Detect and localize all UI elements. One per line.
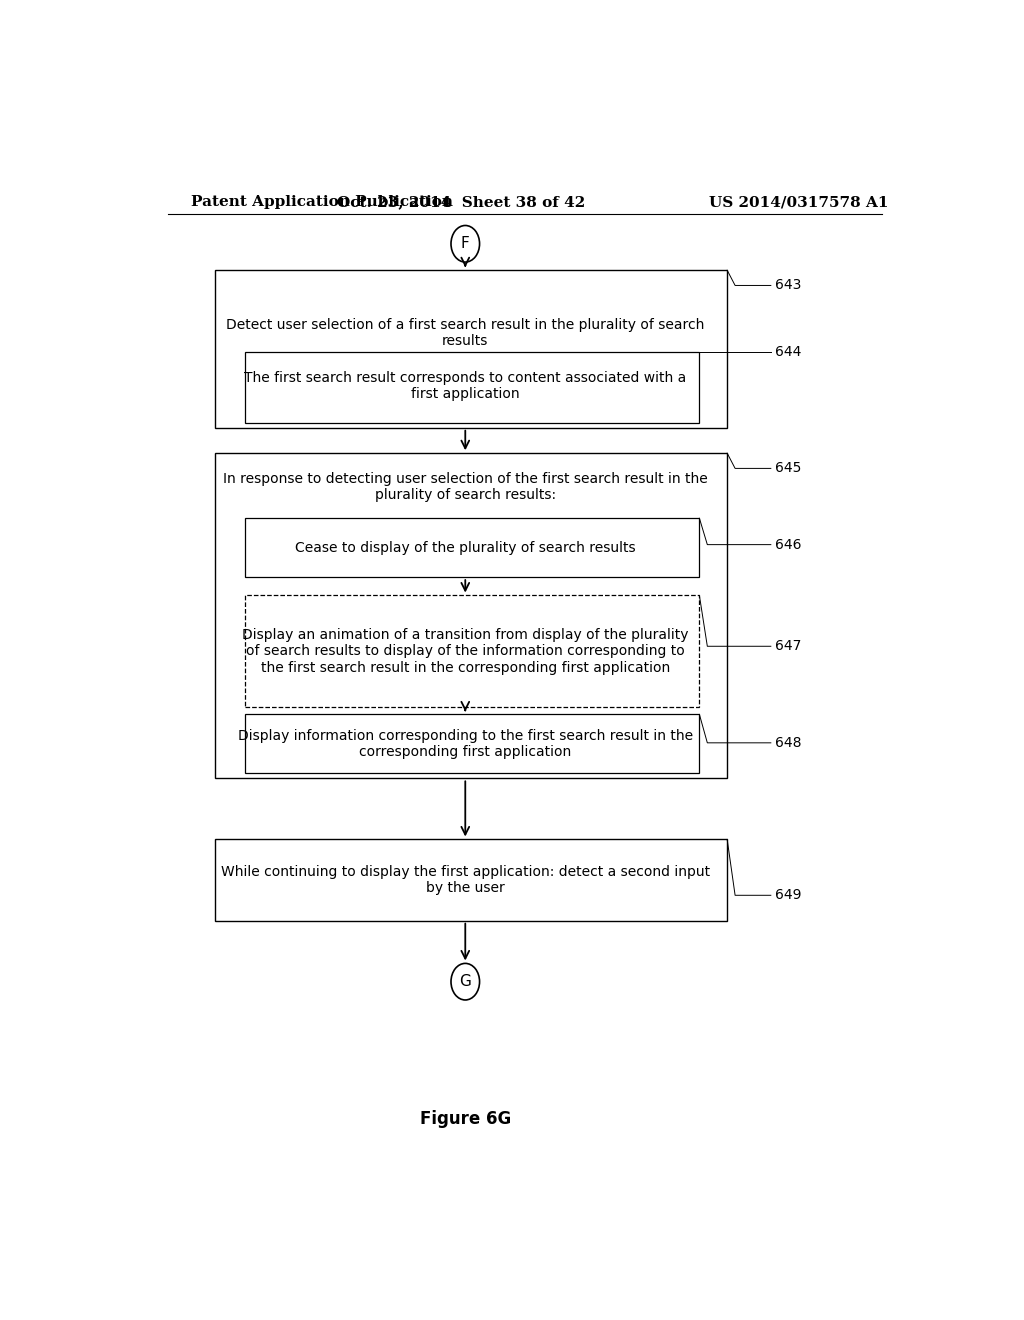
Text: US 2014/0317578 A1: US 2014/0317578 A1 [709, 195, 889, 209]
Bar [215, 453, 727, 779]
Bar [246, 519, 699, 577]
Text: Detect user selection of a first search result in the plurality of search
result: Detect user selection of a first search … [226, 318, 705, 348]
Text: F: F [461, 236, 470, 251]
Text: 649: 649 [775, 888, 802, 903]
Text: The first search result corresponds to content associated with a
first applicati: The first search result corresponds to c… [244, 371, 686, 401]
Text: 647: 647 [775, 639, 801, 653]
Text: Oct. 23, 2014  Sheet 38 of 42: Oct. 23, 2014 Sheet 38 of 42 [337, 195, 586, 209]
Bar [215, 840, 727, 921]
Text: In response to detecting user selection of the first search result in the
plural: In response to detecting user selection … [223, 471, 708, 502]
Text: While continuing to display the first application: detect a second input
by the : While continuing to display the first ap… [221, 865, 710, 895]
Bar [246, 351, 699, 422]
Text: Patent Application Publication: Patent Application Publication [191, 195, 454, 209]
Text: Figure 6G: Figure 6G [420, 1110, 511, 1127]
Bar [246, 595, 699, 708]
Text: 648: 648 [775, 735, 802, 750]
Text: Cease to display of the plurality of search results: Cease to display of the plurality of sea… [295, 541, 636, 554]
Bar [246, 714, 699, 774]
Text: 645: 645 [775, 462, 801, 475]
Text: 644: 644 [775, 345, 801, 359]
Text: 646: 646 [775, 537, 802, 552]
Text: Display information corresponding to the first search result in the
correspondin: Display information corresponding to the… [238, 729, 693, 759]
Text: 643: 643 [775, 279, 801, 293]
Text: G: G [460, 974, 471, 989]
Bar [215, 271, 727, 428]
Text: Display an animation of a transition from display of the plurality
of search res: Display an animation of a transition fro… [242, 628, 688, 675]
